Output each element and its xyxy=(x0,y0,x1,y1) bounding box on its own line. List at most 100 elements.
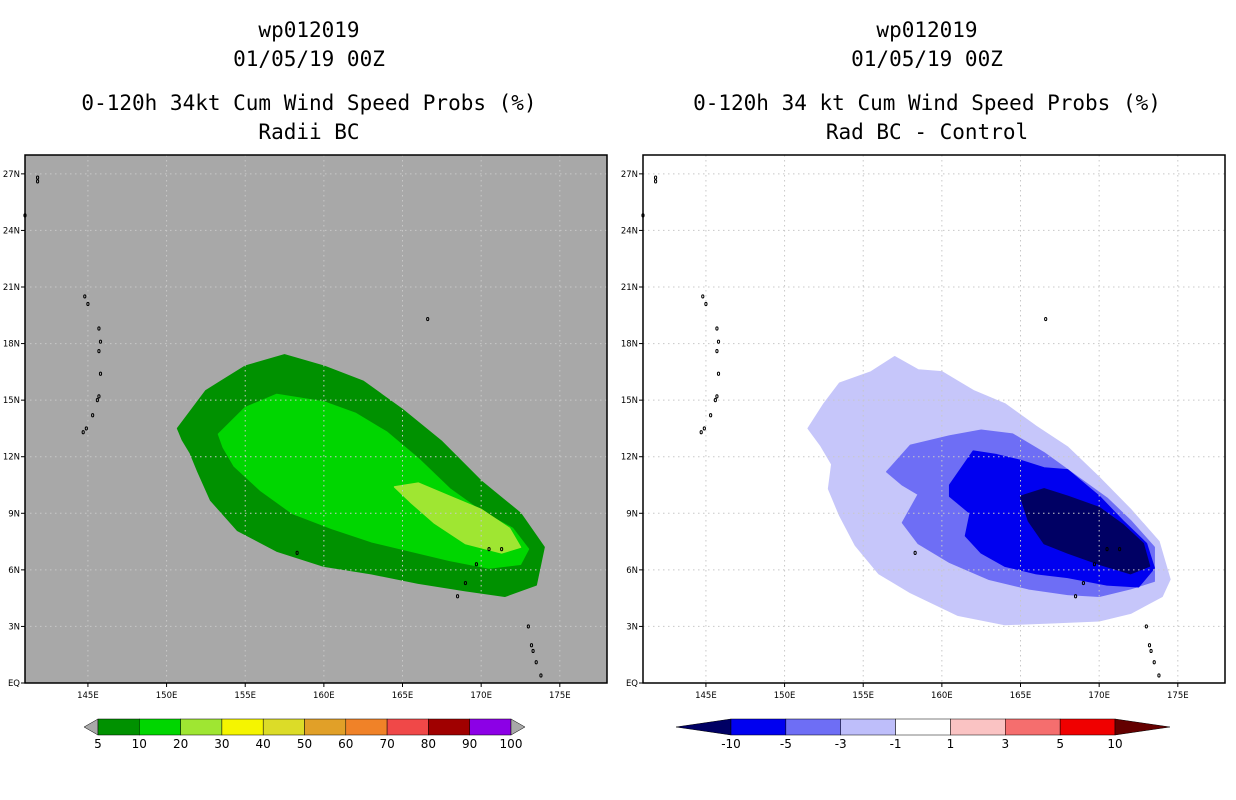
right-xtick-label: 145E xyxy=(695,691,717,701)
left-ytick-label: 9N xyxy=(8,509,20,519)
right-ytick-label: 12N xyxy=(621,453,638,463)
left-colorbar-swatch xyxy=(262,718,305,736)
right-island-outline xyxy=(702,426,706,431)
right-colorbar-label: 10 xyxy=(1107,737,1122,751)
left-colorbar-label: 5 xyxy=(94,737,102,751)
left-plot-frame xyxy=(24,154,608,684)
left-island-outline xyxy=(97,326,101,331)
right-island-outline xyxy=(699,430,703,435)
right-colorbar-swatch xyxy=(950,718,1006,736)
right-island-outline xyxy=(715,394,719,399)
right-colorbar-swatch xyxy=(730,718,787,736)
right-colorbar: -10 -5 -3 -1 1 3 5 10 xyxy=(675,718,1171,751)
right-colorbar-over-arrow xyxy=(1114,718,1171,736)
right-ytick-label: 9N xyxy=(626,509,638,519)
right-gridlines xyxy=(643,155,1225,683)
left-island-outline xyxy=(81,430,85,435)
right-colorbar-swatch xyxy=(840,718,896,736)
left-ytick-label: 3N xyxy=(8,622,20,632)
right-island-outline xyxy=(716,339,721,344)
left-colorbar-label: 20 xyxy=(173,737,188,751)
left-gridlines xyxy=(25,155,607,683)
right-ytick-label: 24N xyxy=(621,226,638,236)
left-island-outline xyxy=(95,398,99,403)
right-island-outline xyxy=(704,301,708,307)
left-island-outline xyxy=(97,349,101,354)
left-title-config: Radii BC xyxy=(258,120,360,144)
left-island-outline xyxy=(539,673,543,678)
right-xtick-label: 165E xyxy=(1010,691,1032,701)
left-xtick-label: 165E xyxy=(392,691,414,701)
left-colorbar-under-arrow xyxy=(83,718,99,736)
right-ytick-label: 3N xyxy=(626,622,638,632)
left-island-outline xyxy=(35,179,40,184)
left-island-outline xyxy=(463,580,468,586)
right-colorbar-label: 1 xyxy=(947,737,955,751)
left-island-outline xyxy=(35,175,40,180)
right-colorbar-label: 3 xyxy=(1001,737,1009,751)
left-island-outline xyxy=(84,426,88,431)
right-xtick-label: 150E xyxy=(774,691,796,701)
left-ytick-label: 21N xyxy=(3,283,20,293)
right-island-outline xyxy=(715,349,719,354)
left-title-product: 0-120h 34kt Cum Wind Speed Probs (%) xyxy=(81,91,537,115)
right-island-outline xyxy=(1157,673,1161,678)
right-xtick-label: 175E xyxy=(1167,691,1189,701)
right-contour-3 xyxy=(1019,488,1151,575)
left-colorbar-swatch xyxy=(386,718,429,736)
left-island-outline xyxy=(86,301,90,307)
right-ytick-label: 21N xyxy=(621,283,638,293)
left-colorbar-swatch xyxy=(428,718,470,736)
right-island-outline xyxy=(709,413,713,418)
left-colorbar-label: 100 xyxy=(500,737,523,751)
right-island-outline xyxy=(1044,316,1048,322)
right-xtick-label: 155E xyxy=(852,691,874,701)
left-island-outline xyxy=(526,624,530,629)
right-ytick-label: 18N xyxy=(621,340,638,350)
right-ytick-label: 6N xyxy=(626,566,638,576)
right-island-outline xyxy=(701,294,705,299)
right-plot-frame xyxy=(642,154,1226,684)
left-colorbar-label: 60 xyxy=(338,737,353,751)
left-contour-2 xyxy=(393,482,522,554)
right-island-outline xyxy=(653,179,658,184)
left-ytick-label: 15N xyxy=(3,396,20,406)
right-island-outline xyxy=(1149,648,1153,654)
right-island-outline xyxy=(1073,594,1078,599)
left-colorbar-swatch xyxy=(139,718,181,736)
right-ytick-label: 27N xyxy=(621,170,638,180)
right-island-outline xyxy=(1105,547,1109,552)
left-xtick-label: 150E xyxy=(156,691,178,701)
left-ytick-label: EQ xyxy=(8,679,20,689)
right-colorbar-label: -1 xyxy=(890,737,902,751)
left-title-storm: wp012019 xyxy=(258,18,360,42)
right-title-date: 01/05/19 00Z xyxy=(851,47,1003,71)
left-island-outline xyxy=(426,316,430,322)
right-island-outline xyxy=(653,175,658,180)
right-colorbar-swatch xyxy=(1005,718,1061,736)
left-colorbar-swatch xyxy=(345,718,388,736)
right-map-panel: 145E 150E 155E 160E 165E 170E 175E EQ 3N 6N 9N 12N 1… xyxy=(621,154,1226,701)
right-island-outline xyxy=(1081,580,1086,586)
right-colorbar-swatch xyxy=(1059,718,1116,736)
left-ytick-label: 12N xyxy=(3,453,20,463)
left-island-outline xyxy=(531,648,535,654)
right-panel-title: wp012019 01/05/19 00Z 0-120h 34 kt Cum W… xyxy=(627,16,1227,147)
left-ytick-label: 6N xyxy=(8,566,20,576)
left-xtick-label: 155E xyxy=(234,691,256,701)
left-colorbar-over-arrow xyxy=(510,718,526,736)
right-island-outline xyxy=(1092,562,1097,567)
left-island-outline xyxy=(98,371,103,376)
right-colorbar-label: -10 xyxy=(721,737,741,751)
left-colorbar-label: 50 xyxy=(297,737,312,751)
right-colorbar-label: -3 xyxy=(835,737,847,751)
right-ytick-label: EQ xyxy=(626,679,638,689)
right-island-outline xyxy=(715,326,719,331)
left-island-outline xyxy=(474,562,479,567)
left-title-date: 01/05/19 00Z xyxy=(233,47,385,71)
left-colorbar-label: 90 xyxy=(462,737,477,751)
left-colorbar-swatch xyxy=(97,718,140,736)
right-colorbar-swatch xyxy=(785,718,841,736)
left-colorbar-label: 30 xyxy=(214,737,229,751)
